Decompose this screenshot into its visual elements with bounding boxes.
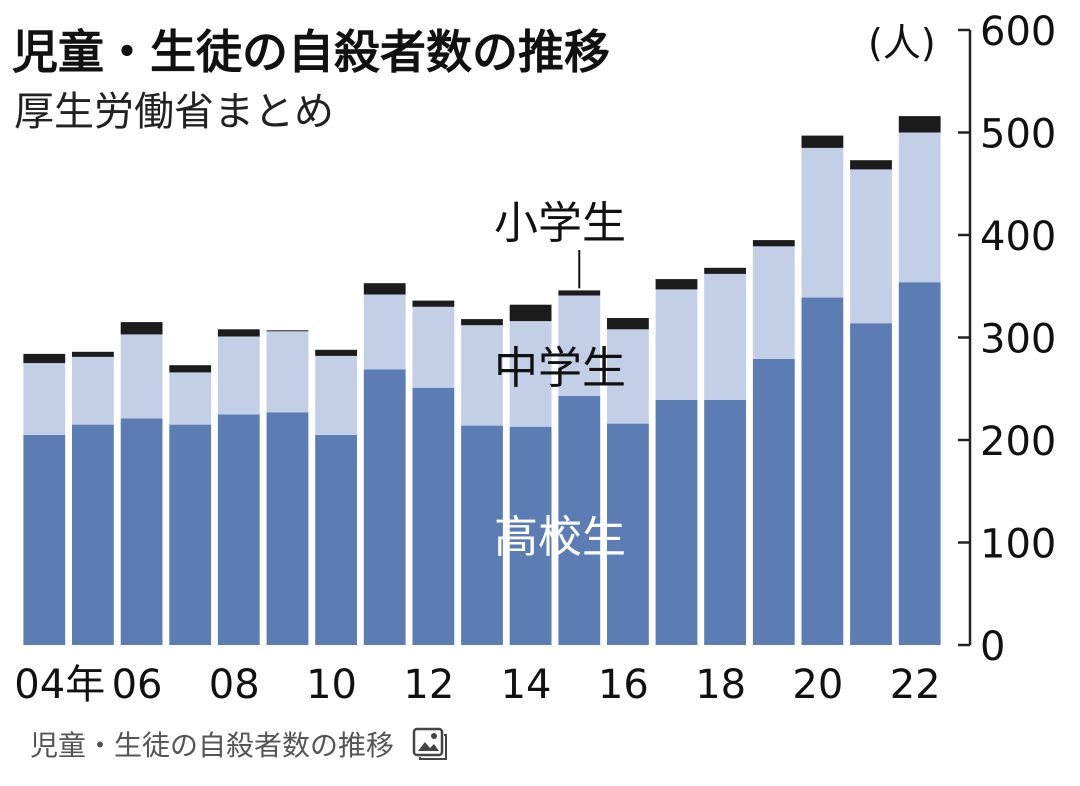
- bar-high-20: [801, 297, 844, 645]
- x-tick-label: 22: [890, 662, 941, 708]
- bar-middle-19: [752, 246, 795, 359]
- series-label-elementary: 小学生: [494, 198, 626, 249]
- caption-text: 児童・生徒の自殺者数の推移: [30, 729, 395, 762]
- x-tick-label: 12: [403, 662, 454, 708]
- bar-elementary-19: [752, 240, 795, 247]
- x-axis: 04年 06 08 10 12 14 16 18 20 22: [14, 662, 940, 708]
- chart: 児童・生徒の自殺者数の推移 厚生労働省まとめ (人) 0 100 200 300 400…: [12, 9, 1056, 708]
- bar-elementary-04: [23, 353, 66, 364]
- caption: 児童・生徒の自殺者数の推移: [30, 724, 448, 764]
- bar-middle-11: [363, 294, 406, 370]
- y-tick-label: 300: [980, 317, 1056, 363]
- bar-elementary-20: [801, 135, 844, 148]
- bar-high-04: [23, 434, 66, 645]
- bar-high-15: [558, 395, 601, 645]
- bar-elementary-21: [850, 160, 892, 170]
- x-tick-label: 08: [209, 662, 260, 708]
- bar-high-18: [704, 400, 746, 645]
- bar-elementary-08: [217, 329, 260, 337]
- bar-elementary-10: [315, 349, 357, 356]
- bar-elementary-09: [266, 330, 309, 332]
- bar-high-09: [266, 412, 309, 645]
- bar-high-12: [412, 387, 455, 645]
- y-tick-label: 400: [980, 214, 1056, 260]
- x-tick-label: 20: [792, 662, 843, 708]
- x-tick-label: 10: [306, 662, 357, 708]
- bar-middle-22: [898, 132, 941, 283]
- bar-middle-21: [850, 169, 892, 324]
- series-label-middle: 中学生: [494, 343, 626, 394]
- bar-middle-06: [120, 334, 163, 419]
- bar-elementary-06: [120, 322, 163, 335]
- bar-middle-10: [315, 355, 357, 435]
- bar-high-05: [72, 424, 114, 645]
- bar-elementary-15: [558, 290, 601, 296]
- x-tick-label: 06: [112, 662, 163, 708]
- y-tick-label: 100: [980, 522, 1056, 568]
- bar-high-07: [169, 424, 212, 645]
- chart-subtitle: 厚生労働省まとめ: [14, 89, 334, 135]
- y-tick-label: 500: [980, 112, 1056, 158]
- bar-high-06: [120, 418, 163, 645]
- bar-high-21: [850, 323, 892, 645]
- bar-middle-15: [558, 295, 601, 396]
- bar-middle-13: [461, 325, 503, 426]
- bar-middle-16: [607, 329, 649, 424]
- bars: [23, 116, 941, 645]
- bar-elementary-22: [898, 116, 941, 133]
- bar-high-13: [461, 425, 503, 645]
- bar-middle-12: [412, 306, 455, 388]
- y-tick-label: 0: [980, 624, 1005, 670]
- bar-elementary-12: [412, 300, 455, 307]
- bar-middle-14: [509, 321, 552, 427]
- bar-elementary-16: [607, 318, 649, 330]
- bar-elementary-17: [655, 279, 698, 290]
- bar-middle-05: [72, 357, 114, 425]
- series-label-high: 高校生: [494, 512, 626, 563]
- bar-high-22: [898, 282, 941, 645]
- bar-high-17: [655, 400, 698, 645]
- bar-middle-09: [266, 331, 309, 413]
- bar-high-14: [509, 426, 552, 645]
- bar-high-08: [217, 414, 260, 645]
- y-axis-unit: (人): [868, 21, 936, 65]
- bar-middle-20: [801, 147, 844, 298]
- x-tick-label: 18: [695, 662, 746, 708]
- bar-elementary-13: [461, 319, 503, 326]
- y-tick-label: 200: [980, 419, 1056, 465]
- bar-elementary-11: [363, 283, 406, 295]
- bar-elementary-05: [72, 351, 114, 357]
- image-icon[interactable]: [412, 727, 448, 761]
- x-tick-label: 16: [598, 662, 649, 708]
- bar-elementary-14: [509, 304, 552, 322]
- y-tick-label: 600: [980, 9, 1056, 55]
- bar-middle-18: [704, 273, 746, 400]
- bar-high-11: [363, 369, 406, 645]
- bar-high-19: [752, 359, 795, 645]
- bar-middle-17: [655, 289, 698, 400]
- bar-middle-07: [169, 372, 212, 425]
- y-axis: 0 100 200 300 400 500 600: [958, 9, 1056, 670]
- chart-title: 児童・生徒の自殺者数の推移: [12, 25, 610, 79]
- bar-high-16: [607, 423, 649, 645]
- bar-middle-08: [217, 336, 260, 415]
- x-tick-label: 14: [501, 662, 552, 708]
- bar-elementary-07: [169, 365, 212, 373]
- x-tick-label: 04年: [14, 662, 105, 708]
- bar-middle-04: [23, 363, 66, 435]
- bar-high-10: [315, 434, 357, 645]
- bar-elementary-18: [704, 267, 746, 274]
